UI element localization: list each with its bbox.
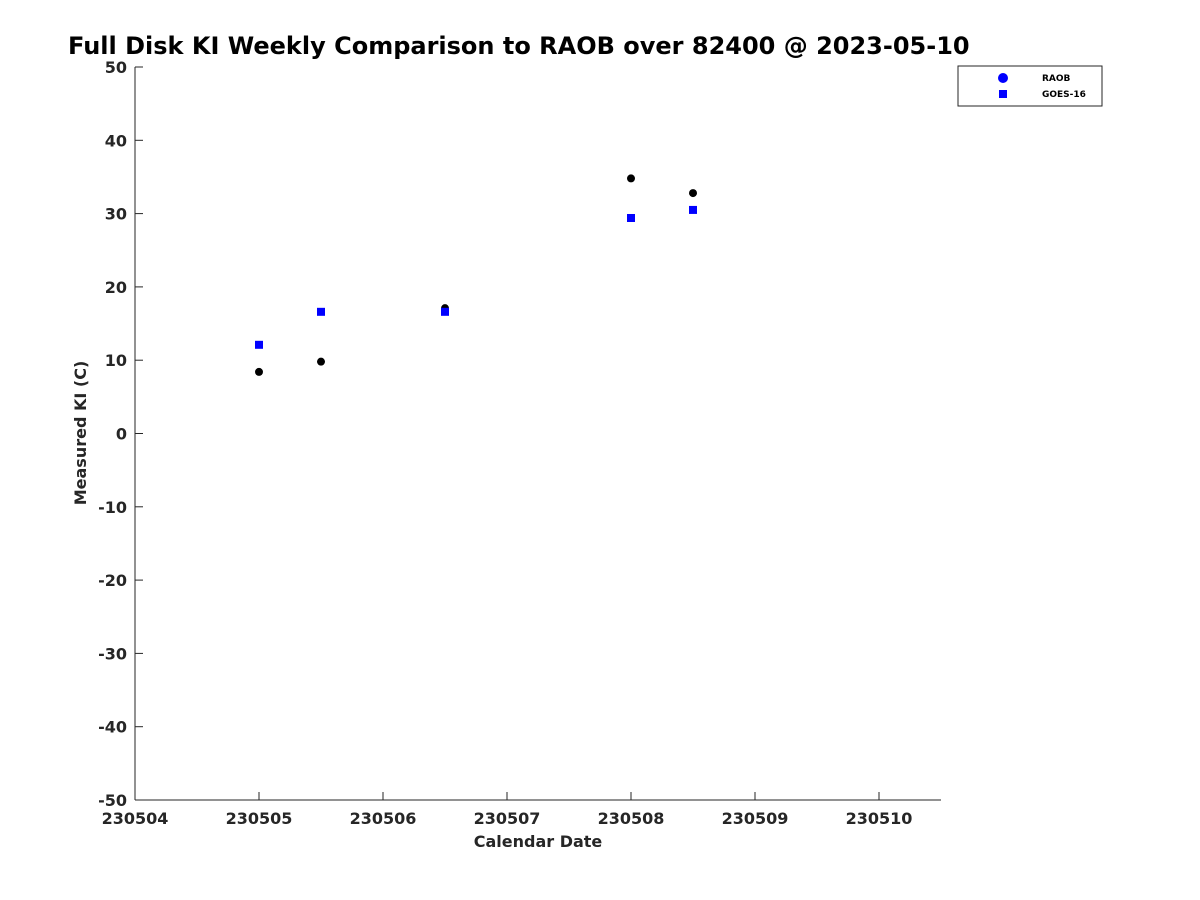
y-axis-label: Measured KI (C) [71, 361, 90, 506]
legend-marker-raob [998, 73, 1008, 83]
x-tick-label: 230504 [102, 809, 169, 828]
y-tick-label: -10 [98, 498, 127, 517]
x-tick-label: 230508 [598, 809, 665, 828]
x-tick-label: 230510 [846, 809, 913, 828]
goes-16-point [627, 213, 635, 222]
x-axis-label: Calendar Date [474, 832, 603, 851]
y-ticks: 50 40 30 20 10 0 -10 -20 -30 -40 -50 [98, 58, 143, 810]
y-tick-label: -20 [98, 571, 127, 590]
y-tick-label: -30 [98, 644, 127, 663]
y-tick-label: 20 [105, 278, 127, 297]
goes-16-point [689, 205, 697, 214]
y-tick-label: 0 [116, 425, 127, 444]
legend: RAOB GOES-16 [957, 65, 1103, 107]
y-tick-label: 40 [105, 131, 127, 150]
x-tick-label: 230506 [350, 809, 417, 828]
raob-point [317, 357, 325, 366]
y-tick-label: 10 [105, 351, 127, 370]
goes-16-point [255, 340, 263, 349]
legend-label-goes-16: GOES-16 [1042, 90, 1086, 100]
legend-label-raob: RAOB [1042, 74, 1071, 84]
y-tick-label: 30 [105, 205, 127, 224]
plot-points [255, 174, 697, 376]
y-tick-label: -40 [98, 718, 127, 737]
chart-title: Full Disk KI Weekly Comparison to RAOB o… [68, 32, 970, 60]
x-tick-label: 230507 [474, 809, 541, 828]
y-tick-label: 50 [105, 58, 127, 77]
x-tick-label: 230509 [722, 809, 789, 828]
y-tick-label: -50 [98, 791, 127, 810]
legend-marker-goes-16 [999, 90, 1007, 98]
legend-items: RAOB GOES-16 [998, 73, 1086, 100]
raob-point [255, 367, 263, 376]
x-ticks: 230504 230505 230506 230507 230508 230509 2305… [102, 792, 913, 828]
raob-point [627, 174, 635, 183]
raob-point [689, 189, 697, 198]
goes-16-point [317, 307, 325, 316]
goes-16-point [441, 307, 449, 316]
legend-box [957, 65, 1103, 107]
x-tick-label: 230505 [226, 809, 293, 828]
